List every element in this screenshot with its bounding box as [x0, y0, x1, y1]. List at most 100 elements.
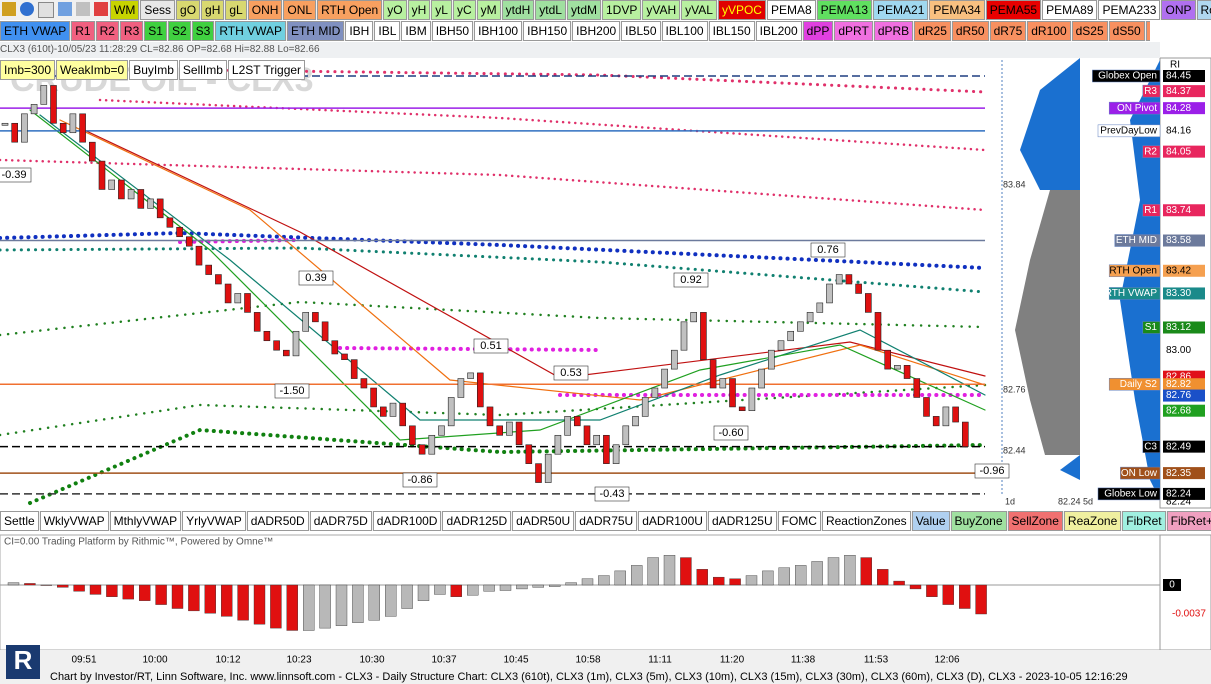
toolbar-button[interactable]: S3 [191, 21, 215, 41]
toolbar-button[interactable]: R3 [119, 21, 144, 41]
price-label: 84.16 [1166, 125, 1191, 136]
toolbar-button[interactable]: gH [201, 0, 225, 20]
toolbar-button[interactable]: dADR125D [442, 511, 512, 531]
toolbar-button[interactable]: IBL100 [661, 21, 708, 41]
toolbar-button[interactable]: Value [911, 511, 950, 531]
toolbar-button[interactable]: ytdH [501, 0, 535, 20]
toolbar-button[interactable]: IBH100 [474, 21, 523, 41]
toolbar-button[interactable]: ReaZone [1063, 511, 1122, 531]
toolbar-button[interactable]: IBL150 [708, 21, 755, 41]
toolbar-button[interactable]: L2ST Trigger [227, 60, 306, 80]
candle [224, 283, 232, 304]
icon[interactable] [94, 2, 108, 16]
toolbar-button[interactable]: S2 [167, 21, 191, 41]
toolbar-button[interactable]: dS75 [1145, 21, 1150, 41]
toolbar-button[interactable]: FibRet [1122, 511, 1166, 531]
toolbar-button[interactable]: WklyVWAP [39, 511, 109, 531]
toolbar-button[interactable]: BuyImb [129, 60, 178, 80]
toolbar-button[interactable]: IBH200 [572, 21, 621, 41]
toolbar-button[interactable]: dR75 [989, 21, 1027, 41]
toolbar-button[interactable]: yH [407, 0, 431, 20]
toolbar-button[interactable]: WeakImb=0 [56, 60, 129, 80]
level-name: RTH VWAP [1105, 288, 1158, 299]
toolbar-button[interactable]: yVPOC [717, 0, 766, 20]
toolbar-button[interactable]: IBL [374, 21, 401, 41]
toolbar-button[interactable]: ONL [283, 0, 317, 20]
toolbar-button[interactable]: ONP [1161, 0, 1196, 20]
toolbar-button[interactable]: yVAL [681, 0, 717, 20]
toolbar-button[interactable]: ReactionZones [821, 511, 911, 531]
toolbar-button[interactable]: SellImb [178, 60, 227, 80]
footer: Chart by Investor/RT, Linn Software, Inc… [50, 671, 1128, 683]
toolbar-button[interactable]: Settle [0, 511, 39, 531]
toolbar-button[interactable]: PEMA34 [929, 0, 985, 20]
toolbar-button[interactable]: Rotations [1196, 0, 1211, 20]
toolbar-button[interactable]: dADR100D [372, 511, 442, 531]
toolbar-button[interactable]: WM [110, 0, 140, 20]
toolbar-button[interactable]: PEMA55 [985, 0, 1042, 20]
toolbar-button[interactable]: gO [176, 0, 201, 20]
candle [583, 425, 591, 446]
toolbar-button[interactable]: FibRet+Exp [1166, 511, 1211, 531]
toolbar-button[interactable]: dADR100U [638, 511, 707, 531]
toolbar-button[interactable]: R1 [71, 21, 95, 41]
toolbar-button[interactable]: RTH Open [317, 0, 383, 20]
toolbar-button[interactable]: PEMA233 [1098, 0, 1161, 20]
toolbar-button[interactable]: ytdM [566, 0, 601, 20]
toolbar-button[interactable]: dS25 [1071, 21, 1108, 41]
toolbar-button[interactable]: dADR50U [512, 511, 575, 531]
toolbar-button[interactable]: ONH [247, 0, 283, 20]
icon[interactable] [2, 2, 16, 16]
toolbar-button[interactable]: gL [225, 0, 247, 20]
toolbar-button[interactable]: dPP [802, 21, 834, 41]
toolbar-button[interactable]: ETH VWAP [0, 21, 71, 41]
toolbar-button[interactable]: RTH VWAP [215, 21, 286, 41]
toolbar-button[interactable]: dR50 [951, 21, 989, 41]
toolbar-button[interactable]: S1 [144, 21, 167, 41]
toolbar-button[interactable]: IBH [345, 21, 374, 41]
toolbar-button[interactable]: YrlyVWAP [182, 511, 246, 531]
toolbar-button[interactable]: yC [452, 0, 476, 20]
toolbar-button[interactable]: ytdL [535, 0, 566, 20]
toolbar-button[interactable]: R2 [95, 21, 119, 41]
toolbar-button[interactable]: PEMA21 [873, 0, 929, 20]
toolbar-button[interactable]: dS50 [1108, 21, 1145, 41]
toolbar-button[interactable]: dR100 [1027, 21, 1071, 41]
icon[interactable] [38, 2, 54, 18]
toolbar-button[interactable]: dADR75U [575, 511, 638, 531]
toolbar-button[interactable]: IBL200 [755, 21, 802, 41]
toolbar-button[interactable]: MthlyVWAP [109, 511, 182, 531]
toolbar-button[interactable]: BuyZone [950, 511, 1007, 531]
toolbar-button[interactable]: Sess [140, 0, 176, 20]
toolbar-button[interactable]: IBL50 [621, 21, 661, 41]
toolbar-button[interactable]: IBM [401, 21, 431, 41]
toolbar-button[interactable]: 1DVP [602, 0, 642, 20]
toolbar-button[interactable]: ETH MID [287, 21, 345, 41]
toolbar-button[interactable]: yO [383, 0, 407, 20]
toolbar-button[interactable]: dADR75D [309, 511, 372, 531]
toolbar-button[interactable]: SellZone [1007, 511, 1063, 531]
icon[interactable] [58, 2, 72, 16]
icon[interactable] [76, 2, 90, 16]
toolbar-button[interactable]: yM [476, 0, 501, 20]
toolbar-button[interactable]: PEMA13 [816, 0, 873, 20]
icon[interactable] [20, 2, 34, 16]
toolbar-button[interactable]: PEMA8 [766, 0, 816, 20]
level-name: C3 [1144, 441, 1157, 452]
toolbar-button[interactable]: FOMC [777, 511, 821, 531]
toolbar-button[interactable]: IBH150 [523, 21, 572, 41]
candle [89, 141, 96, 162]
toolbar-button[interactable]: yL [431, 0, 452, 20]
candle [302, 312, 310, 332]
toolbar-button[interactable]: dR25 [914, 21, 951, 41]
toolbar-button[interactable]: PEMA89 [1042, 0, 1098, 20]
toolbar-button[interactable]: dPRB [873, 21, 914, 41]
toolbar-button[interactable]: yVAH [642, 0, 681, 20]
toolbar-button[interactable]: dADR125U [707, 511, 777, 531]
candle [544, 453, 552, 483]
toolbar-button[interactable]: IBH50 [431, 21, 474, 41]
toolbar-button[interactable]: dPRT [834, 21, 873, 41]
time-label: 10:23 [286, 655, 311, 666]
toolbar-button[interactable]: Imb=300 [0, 60, 56, 80]
toolbar-button[interactable]: dADR50D [246, 511, 309, 531]
